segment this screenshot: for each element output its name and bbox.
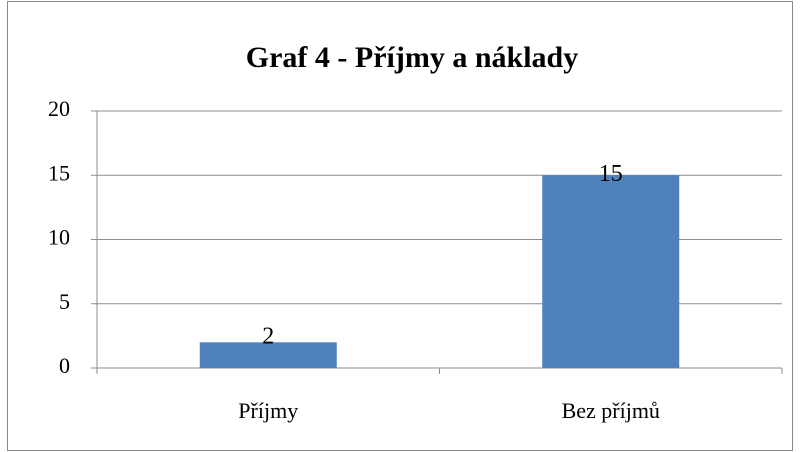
bar (199, 342, 337, 368)
y-tick-label: 20 (48, 96, 70, 121)
x-tick-label: Bez příjmů (562, 398, 660, 423)
y-tick-label: 10 (48, 225, 70, 250)
data-label: 2 (262, 324, 274, 350)
x-tick-label: Příjmy (238, 398, 298, 423)
y-tick-label: 5 (59, 289, 70, 314)
y-tick-label: 15 (48, 160, 70, 185)
bar (542, 175, 680, 368)
chart-title: Graf 4 - Příjmy a náklady (246, 41, 578, 74)
data-label: 15 (599, 161, 623, 187)
y-tick-label: 0 (59, 353, 70, 378)
